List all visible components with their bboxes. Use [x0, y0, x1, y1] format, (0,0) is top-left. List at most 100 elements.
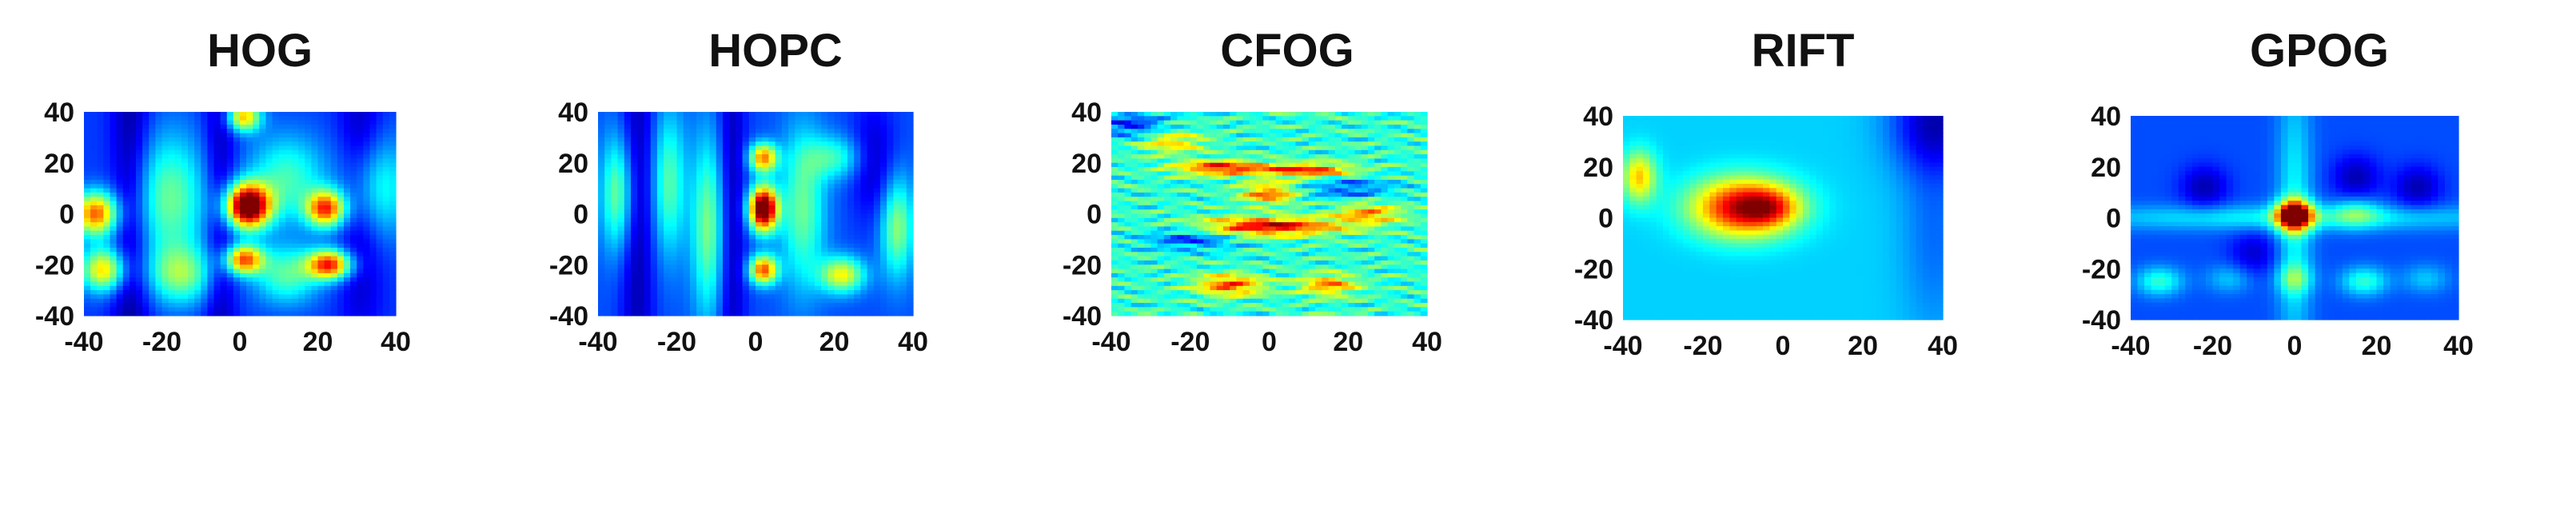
heatmap-cell — [142, 201, 150, 206]
heatmap-cell — [142, 145, 150, 151]
heatmap-cell — [369, 235, 377, 240]
heatmap-cell — [683, 248, 691, 253]
heatmap-cell — [762, 205, 770, 210]
heatmap-cell — [807, 149, 815, 155]
heatmap-cell — [664, 171, 671, 177]
heatmap-cell — [1150, 307, 1158, 312]
heatmap-cell — [867, 268, 875, 274]
heatmap-cell — [860, 281, 868, 287]
heatmap-cell — [814, 201, 822, 206]
heatmap-cell — [369, 252, 377, 257]
heatmap-cell — [650, 167, 658, 172]
heatmap-cell — [807, 298, 815, 304]
heatmap-cell — [906, 248, 914, 253]
heatmap-cell — [670, 264, 678, 270]
heatmap-cell — [756, 268, 763, 274]
heatmap-cell — [226, 167, 234, 172]
heatmap-cell — [337, 205, 345, 210]
heatmap-cell — [617, 285, 625, 291]
heatmap-cell — [253, 222, 260, 228]
heatmap-cell — [330, 268, 338, 274]
heatmap-cell — [376, 239, 384, 245]
heatmap-cell — [305, 230, 312, 236]
heatmap-cell — [305, 222, 312, 228]
heatmap-cell — [847, 171, 855, 177]
heatmap-cell — [142, 129, 150, 134]
heatmap-cell — [1144, 303, 1151, 308]
heatmap-cell — [801, 129, 809, 134]
heatmap-cell — [376, 268, 384, 274]
heatmap-cell — [324, 205, 332, 210]
heatmap-cell — [142, 281, 150, 287]
heatmap-cell — [194, 217, 201, 223]
heatmap-cell — [161, 264, 169, 270]
heatmap-cell — [207, 243, 215, 249]
heatmap-cell — [1124, 112, 1132, 117]
heatmap-cell — [122, 294, 130, 300]
heatmap-cell — [867, 243, 875, 249]
heatmap-cell — [689, 112, 697, 117]
heatmap-cell — [220, 124, 228, 129]
heatmap-cell — [644, 133, 652, 138]
heatmap-cell — [136, 235, 143, 240]
heatmap-cell — [631, 171, 638, 177]
heatmap-cell — [129, 213, 137, 219]
heatmap-cell — [834, 129, 842, 134]
heatmap-cell — [226, 264, 234, 270]
heatmap-cell — [781, 298, 789, 304]
heatmap-cell — [650, 205, 658, 210]
heatmap-cell — [129, 145, 137, 151]
heatmap-cell — [168, 248, 176, 253]
heatmap-cell — [161, 298, 169, 304]
heatmap-cell — [330, 239, 338, 245]
heatmap-cell — [689, 205, 697, 210]
heatmap-cell — [201, 260, 208, 265]
heatmap-cell — [887, 205, 894, 210]
heatmap-cell — [768, 120, 776, 125]
heatmap-cell — [624, 149, 632, 155]
heatmap-cell — [194, 252, 201, 257]
heatmap-cell — [344, 116, 351, 121]
heatmap-cell — [879, 192, 887, 197]
heatmap-cell — [1150, 129, 1158, 134]
heatmap-cell — [149, 137, 156, 142]
heatmap-cell — [84, 192, 91, 197]
heatmap-cell — [305, 285, 312, 291]
heatmap-cell — [611, 235, 619, 240]
heatmap-cell — [122, 197, 130, 202]
heatmap-cell — [781, 303, 789, 308]
heatmap-cell — [631, 222, 638, 228]
heatmap-cell — [246, 116, 253, 121]
heatmap-cell — [742, 217, 750, 223]
heatmap-cell — [1118, 298, 1126, 304]
heatmap-cell — [1118, 133, 1126, 138]
heatmap-cell — [174, 129, 182, 134]
heatmap-cell — [716, 272, 724, 278]
heatmap-cell — [722, 235, 730, 240]
heatmap-cell — [617, 184, 625, 189]
heatmap-cell — [84, 171, 91, 177]
heatmap-cell — [854, 184, 861, 189]
heatmap-cell — [363, 192, 371, 197]
heatmap-cell — [265, 298, 273, 304]
heatmap-cell — [604, 277, 612, 283]
heatmap-cell — [676, 192, 684, 197]
heatmap-cell — [376, 201, 384, 206]
heatmap-cell — [807, 116, 815, 121]
heatmap-cell — [756, 180, 763, 185]
heatmap-cell — [233, 137, 241, 142]
heatmap-cell — [116, 141, 124, 147]
heatmap-cell — [650, 209, 658, 215]
heatmap-cell — [1150, 137, 1158, 142]
heatmap-cell — [689, 180, 697, 185]
heatmap-cell — [834, 217, 842, 223]
heatmap-cell — [768, 290, 776, 296]
heatmap-cell — [311, 252, 319, 257]
heatmap-cell — [1111, 256, 1119, 261]
heatmap-cell — [807, 184, 815, 189]
heatmap-cell — [801, 188, 809, 193]
heatmap-cell — [670, 141, 678, 147]
heatmap-cell — [879, 171, 887, 177]
heatmap-cell — [240, 239, 247, 245]
heatmap-cell — [1118, 239, 1126, 245]
